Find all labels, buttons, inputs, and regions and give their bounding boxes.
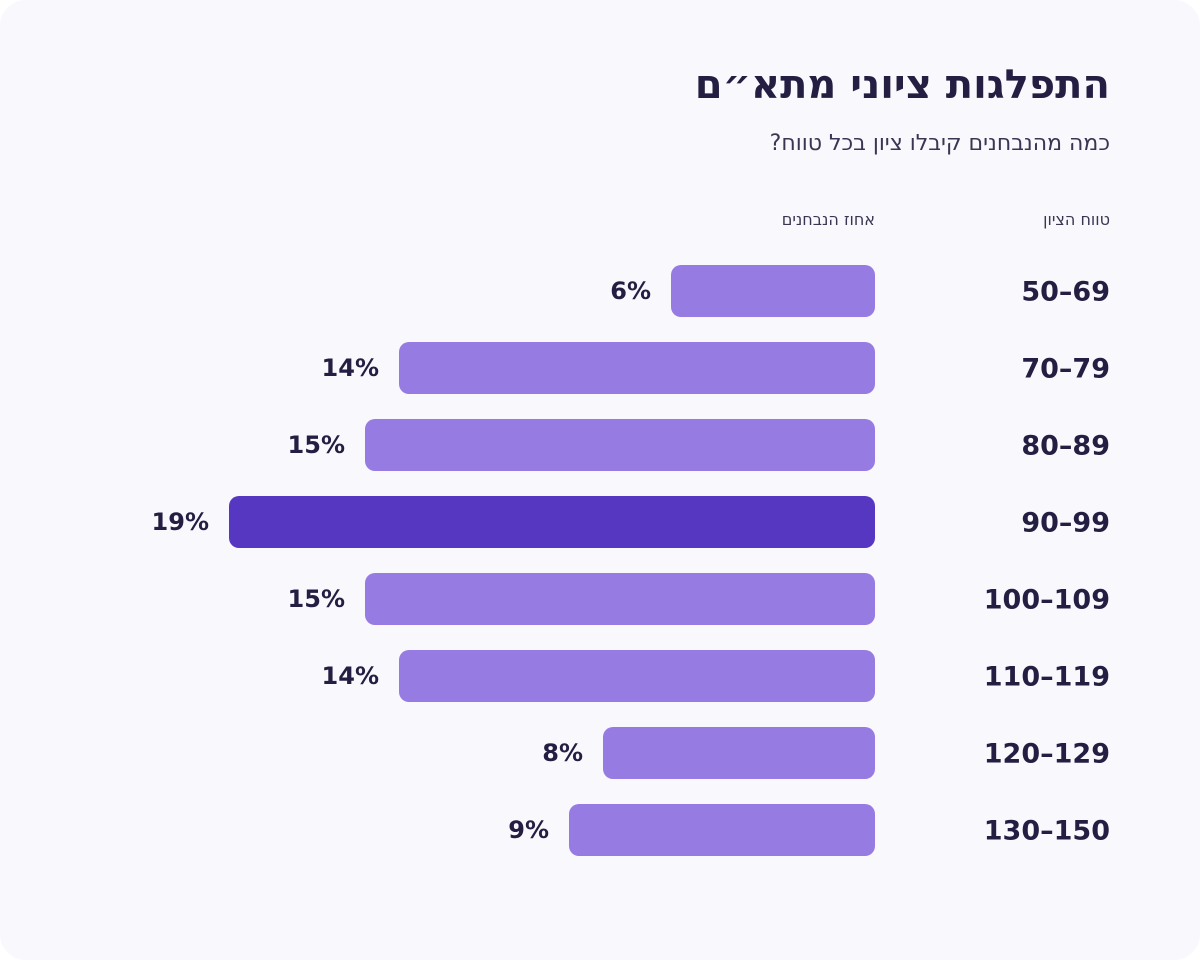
bar-130–150 [569, 804, 875, 856]
value-label: 19% [152, 508, 209, 536]
bar-100–109 [365, 573, 875, 625]
category-label: 90–99 [1021, 508, 1110, 539]
category-column-header: טווח הציון [1043, 210, 1110, 229]
chart-title: התפלגות ציוני מתא״ם [694, 62, 1110, 108]
category-label: 80–89 [1021, 431, 1110, 462]
bar-110–119 [399, 650, 875, 702]
category-label: 100–109 [984, 585, 1110, 616]
category-label: 50–69 [1021, 277, 1110, 308]
bar-90–99 [229, 496, 875, 548]
value-label: 9% [508, 816, 549, 844]
category-label: 130–150 [984, 816, 1110, 847]
bar-80–89 [365, 419, 875, 471]
bar-120–129 [603, 727, 875, 779]
value-label: 14% [322, 662, 379, 690]
bar-70–79 [399, 342, 875, 394]
value-label: 8% [542, 739, 583, 767]
category-label: 120–129 [984, 739, 1110, 770]
category-label: 70–79 [1021, 354, 1110, 385]
value-label: 6% [610, 277, 651, 305]
chart-subtitle: כמה מהנבחנים קיבלו ציון בכל טווח? [769, 131, 1110, 156]
value-label: 15% [288, 585, 345, 613]
value-column-header: אחוז הנבחנים [781, 210, 875, 229]
value-label: 14% [322, 354, 379, 382]
category-label: 110–119 [984, 662, 1110, 693]
bar-50–69 [671, 265, 875, 317]
value-label: 15% [288, 431, 345, 459]
